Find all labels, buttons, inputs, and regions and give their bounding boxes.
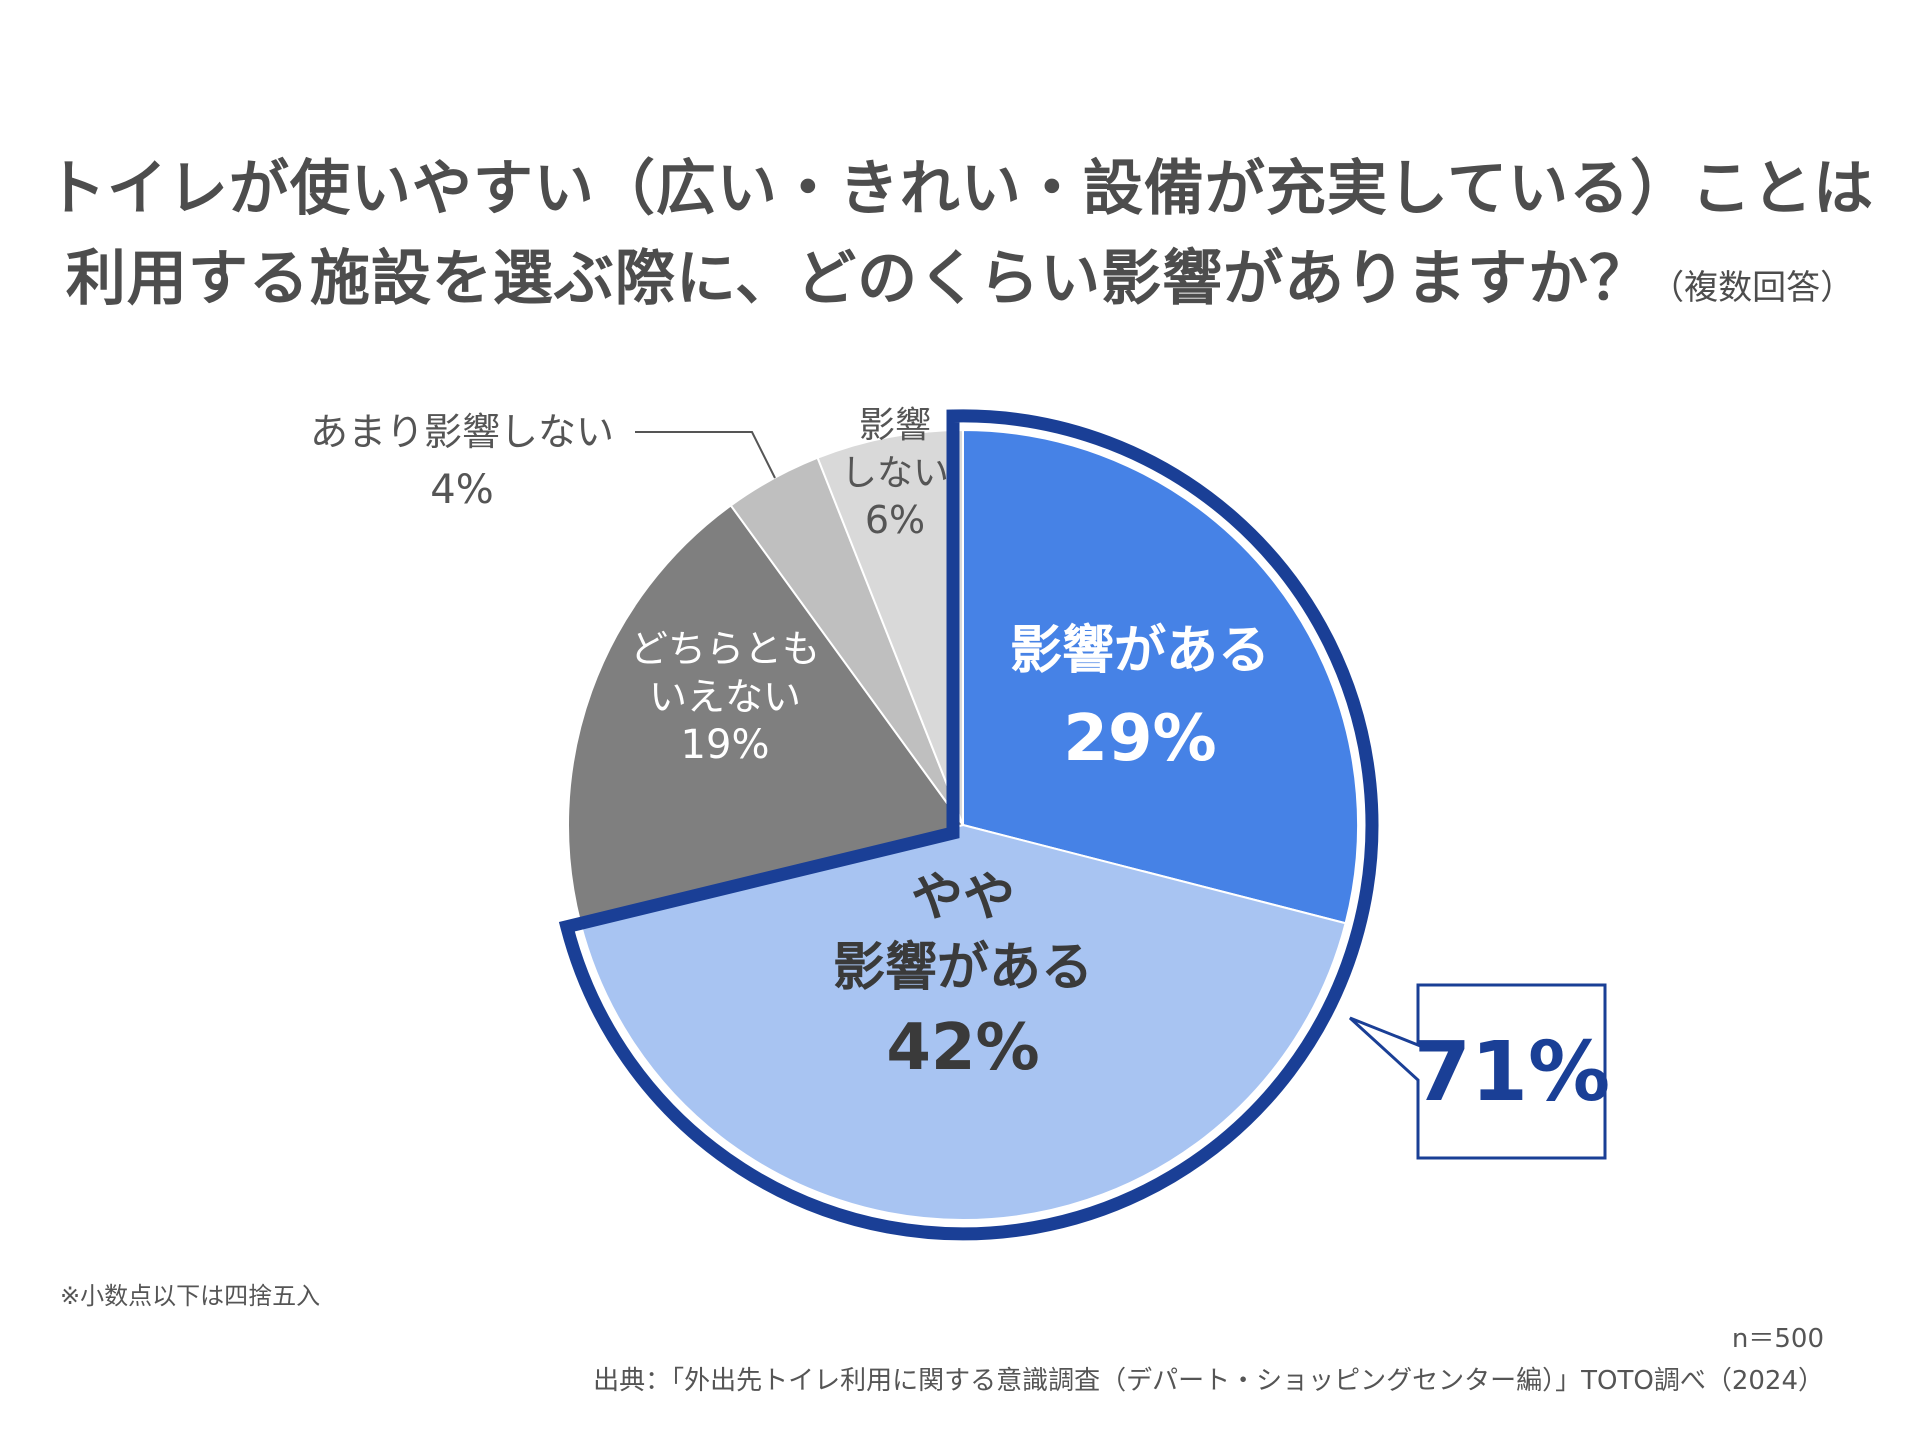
chart-title-line1: トイレが使いやすい（広い・きれい・設備が充実している）ことは (45, 154, 1875, 224)
total-callout-box (1348, 983, 1607, 1160)
slice-value-label: 29% (1063, 702, 1216, 776)
chart-title-note: （複数回答） (1650, 268, 1855, 308)
footnote: ※小数点以下は四捨五入 (60, 1282, 321, 1310)
chart-title-line2: 利用する施設を選ぶ際に、どのくらい影響がありますか？（複数回答） (0, 230, 1920, 317)
highlight-outline (558, 409, 1379, 1241)
slice-dochira-tomo-ienai (567, 504, 965, 925)
sample-size: n＝500 (1731, 1324, 1824, 1354)
slice-label: 影響 (859, 405, 931, 446)
slice-label: あまり影響しない (310, 410, 614, 454)
slice-eikyou-shinai (816, 428, 964, 826)
source-note: 出典：「外出先トイレ利用に関する意識調査（デパート・ショッピングセンター編）」T… (593, 1366, 1824, 1396)
slice-label: 影響がある (1010, 621, 1270, 681)
slice-label: やや (911, 868, 1015, 928)
total-callout-value: 71% (1414, 1025, 1610, 1120)
slice-yaya-eikyou-aru (579, 823, 1347, 1221)
slice-label: いえない (649, 675, 801, 719)
slice-label: 影響がある (833, 938, 1093, 998)
slice-label: しない (841, 453, 949, 494)
leader-line (635, 431, 776, 479)
slice-value-label: 19% (681, 722, 770, 768)
slice-value-label: 42% (886, 1011, 1039, 1085)
chart-title-line2-main: 利用する施設を選ぶ際に、どのくらい影響がありますか？ (65, 244, 1651, 314)
slice-label: どちらとも (630, 627, 820, 671)
slice-eikyou-aru (962, 428, 1359, 925)
slice-value-label: 6% (865, 498, 925, 542)
slice-value-label: 4% (430, 467, 493, 513)
